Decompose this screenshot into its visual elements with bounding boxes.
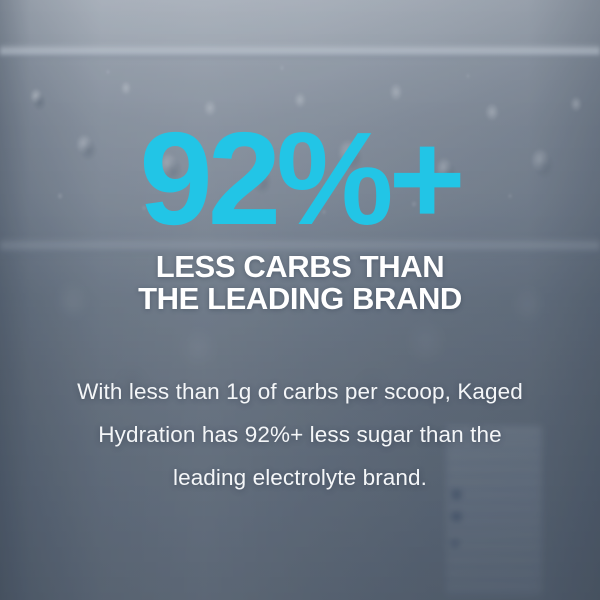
body-copy-line-2: Hydration has 92%+ less sugar than the [98,422,502,448]
subheadline-line-2: THE LEADING BRAND [138,281,462,317]
label-bullet-icon [452,512,461,521]
label-bullet-icon [452,490,461,499]
bottle-band-seam [0,238,600,256]
condensation-droplets-low [0,250,600,420]
bottle-cap-seam [0,44,600,60]
subheadline-line-1: LESS CARBS THAN [155,249,445,285]
subheadline: LESS CARBS THAN THE LEADING BRAND [138,251,462,315]
body-copy: With less than 1g of carbs per scoop, Ka… [40,371,560,499]
blurred-nutrition-label [446,426,542,596]
label-bullet-icon [452,540,458,547]
condensation-droplets [0,52,600,252]
body-copy-line-1: With less than 1g of carbs per scoop, Ka… [77,379,523,405]
headline-stat: 92%+ [139,105,465,252]
body-copy-line-3: leading electrolyte brand. [172,464,427,490]
